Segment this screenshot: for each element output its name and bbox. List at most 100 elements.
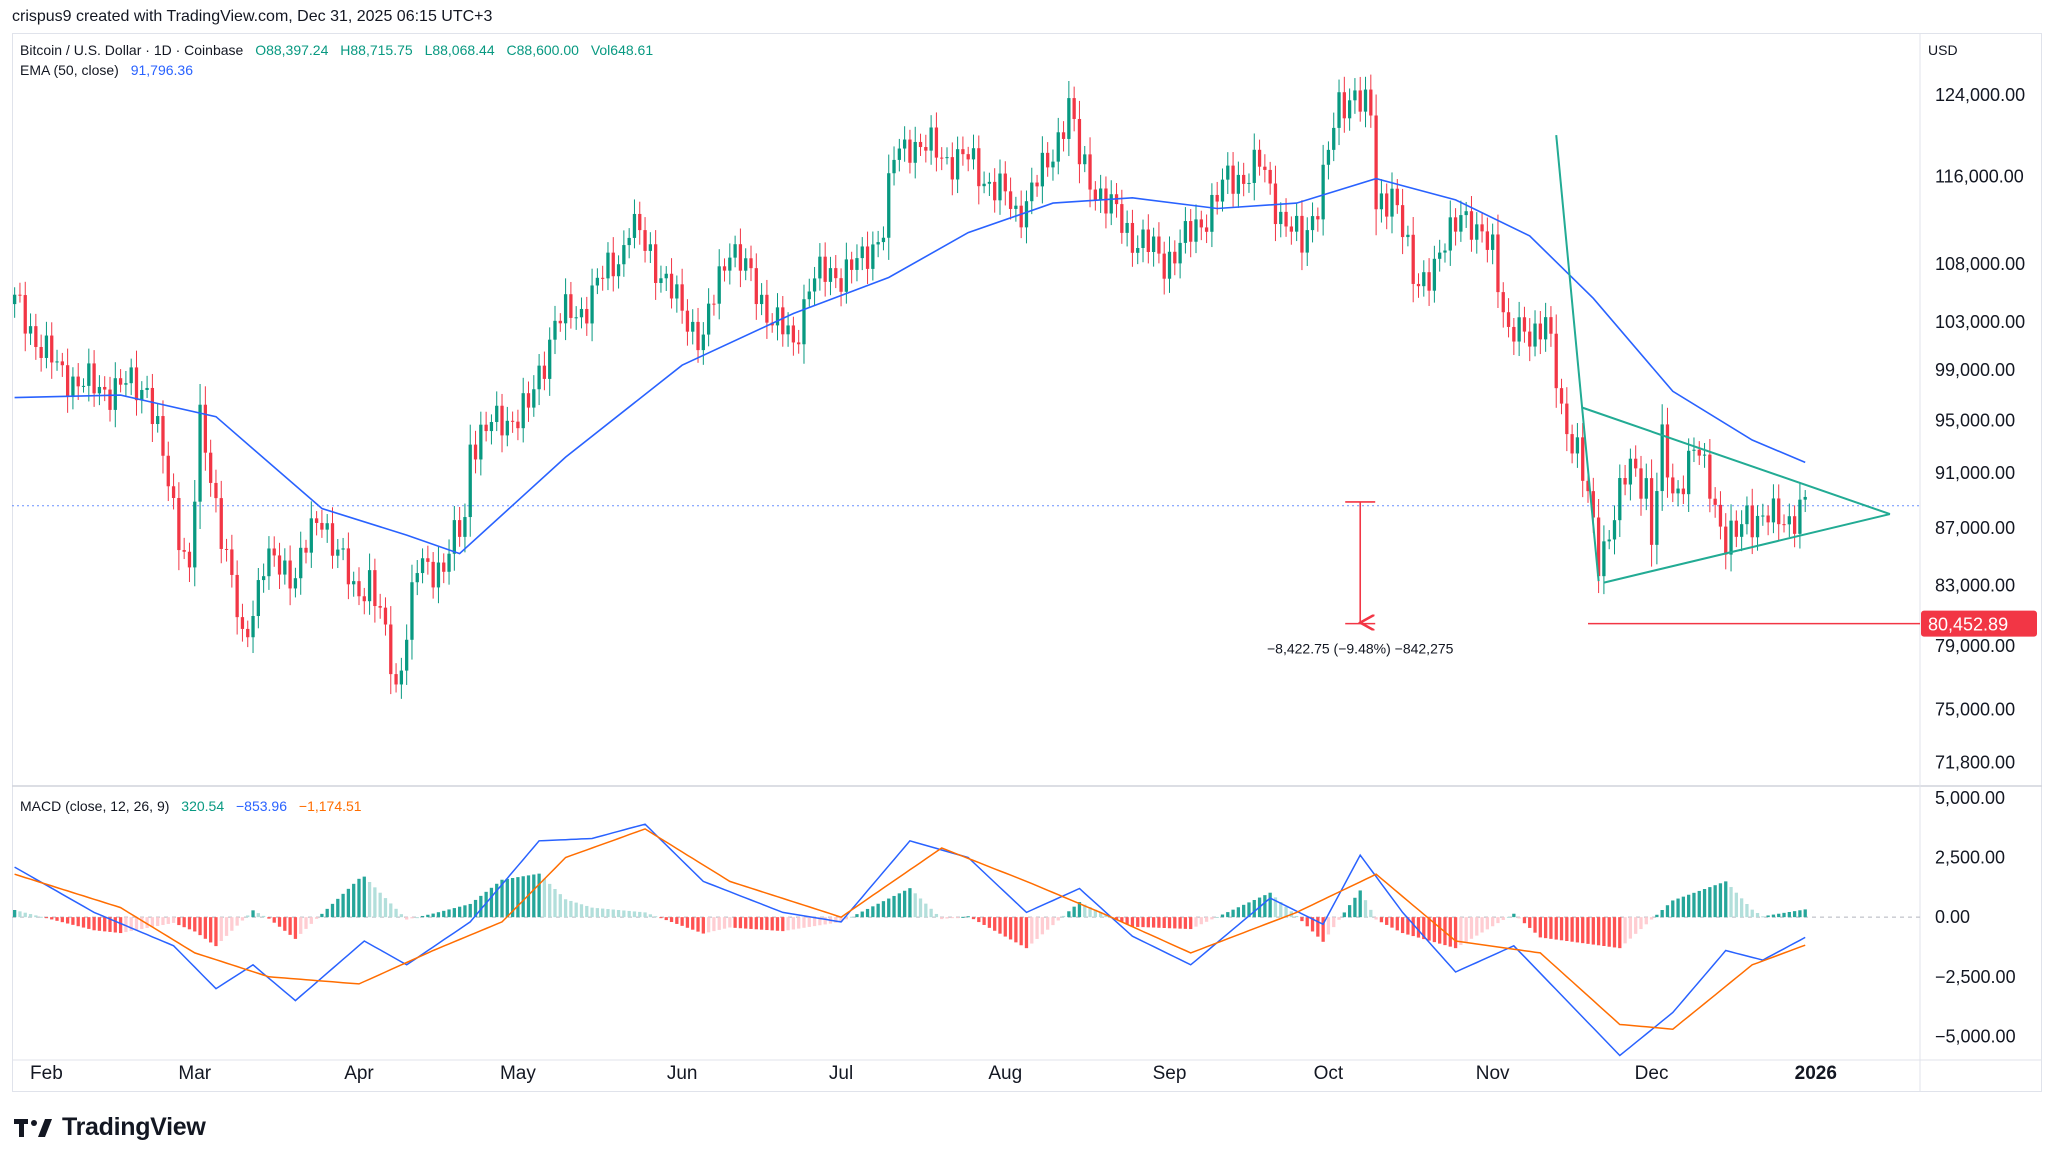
candle-body [219,498,223,549]
price-tick-label: 99,000.00 [1935,360,2015,380]
candle-body [330,523,335,556]
candle-body [1459,215,1463,232]
macd-histogram-bar [500,879,504,918]
macd-histogram-bar [1792,911,1797,918]
candle-body [1554,333,1558,389]
macd-histogram-bar [807,917,811,927]
candle-body [998,173,1002,201]
candle-body [436,562,441,588]
candle-body [706,303,711,335]
macd-histogram-bar [288,917,292,935]
candle-body [1231,165,1235,194]
candle-body [1390,188,1394,217]
macd-histogram-bar [1400,917,1405,934]
macd-histogram-bar [1687,894,1691,918]
candle-body [510,420,515,422]
macd-histogram-bar [1549,917,1553,939]
macd-histogram-bar [654,916,658,918]
candle-body [1761,515,1765,517]
candle-body [1332,127,1336,150]
macd-histogram-bar [1782,912,1786,918]
macd-histogram-bar [166,917,170,924]
macd-histogram-bar [1554,917,1558,940]
macd-histogram-bar [1570,917,1574,942]
candle-body [267,548,271,577]
macd-histogram-bar [1628,917,1633,939]
macd-histogram-bar [1671,900,1675,918]
price-tick-label: 124,000.00 [1935,85,2025,105]
macd-histogram-bar [1702,889,1707,918]
candle-body [1718,504,1723,527]
macd-histogram-bar [1157,917,1161,928]
macd-histogram-bar [1210,917,1214,920]
candle-body [521,393,525,429]
candle-body [1676,488,1680,494]
time-tick-label: Aug [988,1063,1022,1084]
macd-histogram-bar [389,903,393,918]
macd-histogram-bar [1310,917,1315,932]
macd-label[interactable]: MACD (close, 12, 26, 9) [20,798,170,814]
macd-histogram-bar [521,876,525,918]
candle-body [627,237,631,246]
macd-histogram-bar [39,916,43,918]
candle-body [643,230,647,251]
candle-body [775,307,780,326]
macd-histogram-bar [1077,902,1082,918]
macd-histogram-bar [1056,917,1060,921]
support-price-tag [1921,610,2037,637]
candle-body [759,294,764,305]
candle-body [1464,211,1468,216]
candle-body [1220,179,1225,202]
macd-histogram-bar [542,878,547,918]
candle-body [1046,152,1050,168]
macd-histogram-bar [998,917,1002,934]
candle-body [50,335,54,363]
candle-body [844,259,849,292]
candle-body [1226,165,1230,180]
macd-histogram-bar [850,916,854,918]
candle-body [484,424,488,432]
currency-label[interactable]: USD [1928,42,1958,58]
macd-histogram-bar [1649,917,1654,920]
candle-body [28,326,33,334]
macd-histogram-bar [929,908,933,918]
candle-body [140,389,144,401]
candle-body [1697,449,1701,456]
candle-body [18,294,22,296]
macd-histogram-bar [918,898,923,918]
candle-body [1506,312,1511,327]
candle-body [850,259,854,270]
support-price-label: 80,452.89 [1928,615,2008,635]
candle-body [537,365,541,390]
macd-signal-line [14,828,1806,1030]
candle-body [1326,149,1331,165]
candle-body [336,549,340,556]
tradingview-logo[interactable]: TradingView [14,1113,206,1142]
candle-body [1098,188,1103,201]
macd-histogram-bar [1803,909,1807,918]
macd-histogram-bar [399,914,404,918]
macd-histogram-bar [1178,917,1182,929]
candle-body [1030,182,1034,202]
macd-histogram-bar [590,907,594,918]
candle-body [55,361,59,363]
macd-histogram-bar [1003,917,1007,937]
macd-histogram-bar [770,917,774,931]
candle-body [1681,488,1686,495]
macd-histogram-bar [1353,897,1357,918]
candle-body [940,157,944,159]
candle-body [124,383,128,385]
candle-body [1538,323,1542,340]
macd-histogram-bar [1438,917,1442,944]
macd-histogram-bar [1194,917,1198,927]
candle-body [1485,231,1490,250]
ema-label[interactable]: EMA (50, close) [20,62,119,78]
symbol-label[interactable]: Bitcoin / U.S. Dollar · 1D · Coinbase [20,42,244,58]
candle-body [1422,272,1426,287]
macd-histogram-bar [214,917,218,947]
time-tick-label: Jun [667,1063,698,1084]
macd-histogram-bar [489,887,494,918]
candle-body [961,149,965,155]
candle-body [1792,516,1797,534]
